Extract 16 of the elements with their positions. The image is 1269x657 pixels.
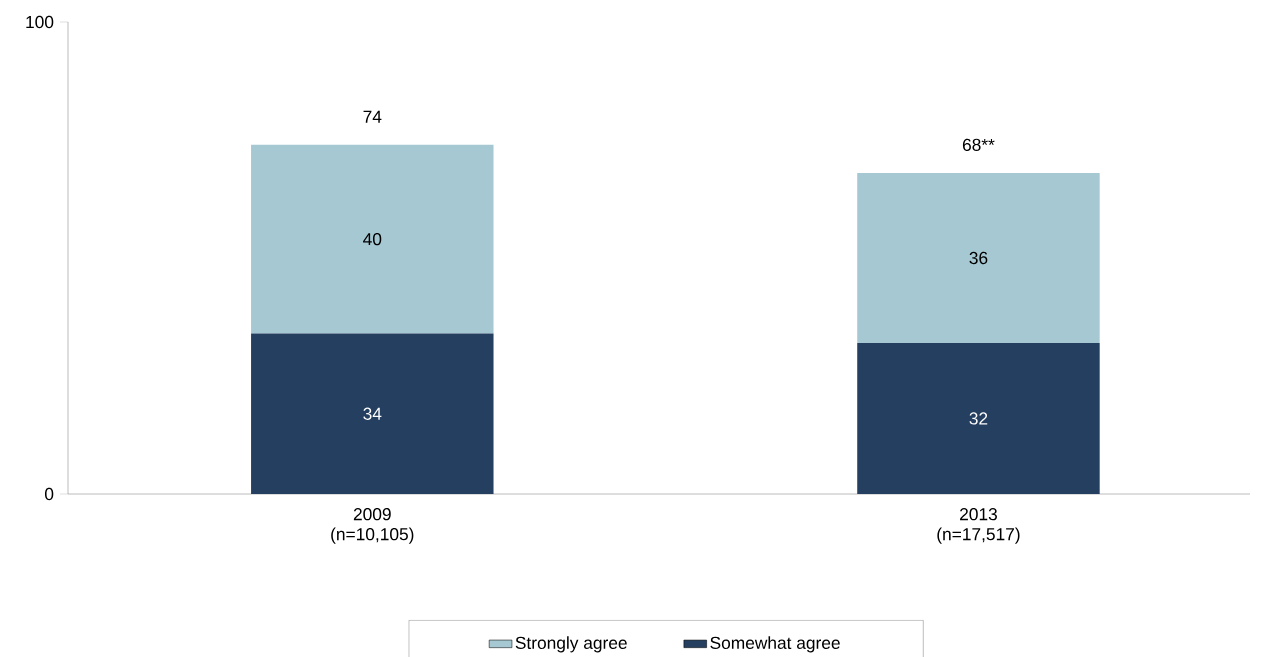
x-tick-label: 2009 (n=10,105)	[331, 508, 414, 544]
legend-label: Strongly agree	[515, 636, 627, 653]
data-label: 34	[363, 407, 382, 420]
y-tick-label: 100	[26, 15, 54, 29]
total-label: 74	[363, 110, 382, 123]
bar	[251, 333, 494, 494]
data-label: 32	[969, 412, 988, 425]
bar	[857, 173, 1100, 343]
bar	[857, 342, 1100, 494]
y-tick-label: 0	[44, 487, 54, 501]
bar	[251, 144, 494, 334]
x-tick-label: 2013 (n=17,517)	[937, 508, 1020, 544]
data-label: 40	[363, 232, 382, 246]
legend-label: Somewhat agree	[710, 636, 840, 653]
total-label: 68**	[962, 138, 995, 151]
data-label: 36	[969, 251, 988, 265]
